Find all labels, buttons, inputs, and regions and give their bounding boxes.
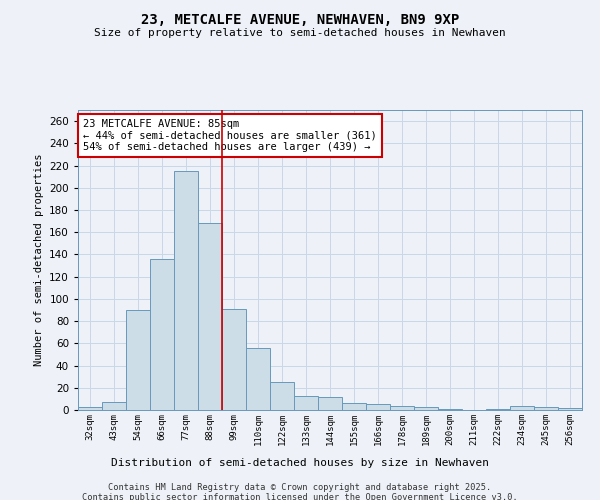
Text: Size of property relative to semi-detached houses in Newhaven: Size of property relative to semi-detach… bbox=[94, 28, 506, 38]
Bar bbox=[222, 309, 246, 410]
Text: Contains HM Land Registry data © Crown copyright and database right 2025.: Contains HM Land Registry data © Crown c… bbox=[109, 482, 491, 492]
Bar bbox=[198, 224, 222, 410]
Bar bbox=[78, 406, 102, 410]
Text: Distribution of semi-detached houses by size in Newhaven: Distribution of semi-detached houses by … bbox=[111, 458, 489, 468]
Bar bbox=[486, 409, 510, 410]
Bar bbox=[174, 171, 198, 410]
Bar bbox=[150, 259, 174, 410]
Bar bbox=[318, 396, 342, 410]
Text: 23, METCALFE AVENUE, NEWHAVEN, BN9 9XP: 23, METCALFE AVENUE, NEWHAVEN, BN9 9XP bbox=[141, 12, 459, 26]
Bar bbox=[510, 406, 534, 410]
Bar bbox=[438, 409, 462, 410]
Bar bbox=[294, 396, 318, 410]
Bar bbox=[414, 406, 438, 410]
Bar bbox=[102, 402, 126, 410]
Bar bbox=[342, 404, 366, 410]
Bar bbox=[558, 408, 582, 410]
Bar bbox=[534, 406, 558, 410]
Bar bbox=[246, 348, 270, 410]
Bar bbox=[270, 382, 294, 410]
Text: Contains public sector information licensed under the Open Government Licence v3: Contains public sector information licen… bbox=[82, 492, 518, 500]
Y-axis label: Number of semi-detached properties: Number of semi-detached properties bbox=[34, 154, 44, 366]
Bar bbox=[126, 310, 150, 410]
Bar bbox=[366, 404, 390, 410]
Text: 23 METCALFE AVENUE: 85sqm
← 44% of semi-detached houses are smaller (361)
54% of: 23 METCALFE AVENUE: 85sqm ← 44% of semi-… bbox=[83, 119, 377, 152]
Bar bbox=[390, 406, 414, 410]
